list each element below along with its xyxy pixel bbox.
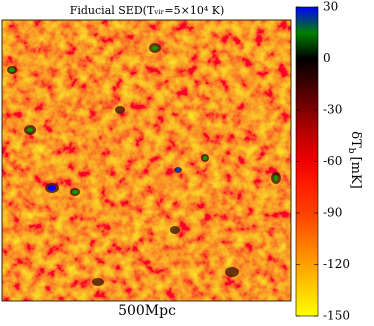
chart-title: Fiducial SED(Tᵥᵢᵣ=5×10⁴ K) xyxy=(70,4,225,17)
colorbar-tick-label: -30 xyxy=(323,103,342,117)
colorbar-unit: [mK] xyxy=(349,157,364,189)
colorbar-label: δTb [mK] xyxy=(347,131,364,188)
map-frame xyxy=(1,19,292,302)
colorbar-subscript: b xyxy=(347,148,357,154)
colorbar-tick-label: -60 xyxy=(323,154,342,168)
colorbar-tick-label: -150 xyxy=(323,309,350,323)
map-peaks xyxy=(9,46,278,194)
colorbar-tick-label: -120 xyxy=(323,257,350,271)
colorbar-tick-label: 0 xyxy=(323,51,331,65)
colorbar-tick-label: 30 xyxy=(323,0,338,14)
colorbar-symbol: δT xyxy=(349,131,364,148)
map-voids xyxy=(7,43,281,286)
scale-label: 500Mpc xyxy=(118,303,176,319)
map xyxy=(1,19,292,302)
map-texture xyxy=(2,20,291,301)
colorbar-tick-label: -90 xyxy=(323,206,342,220)
